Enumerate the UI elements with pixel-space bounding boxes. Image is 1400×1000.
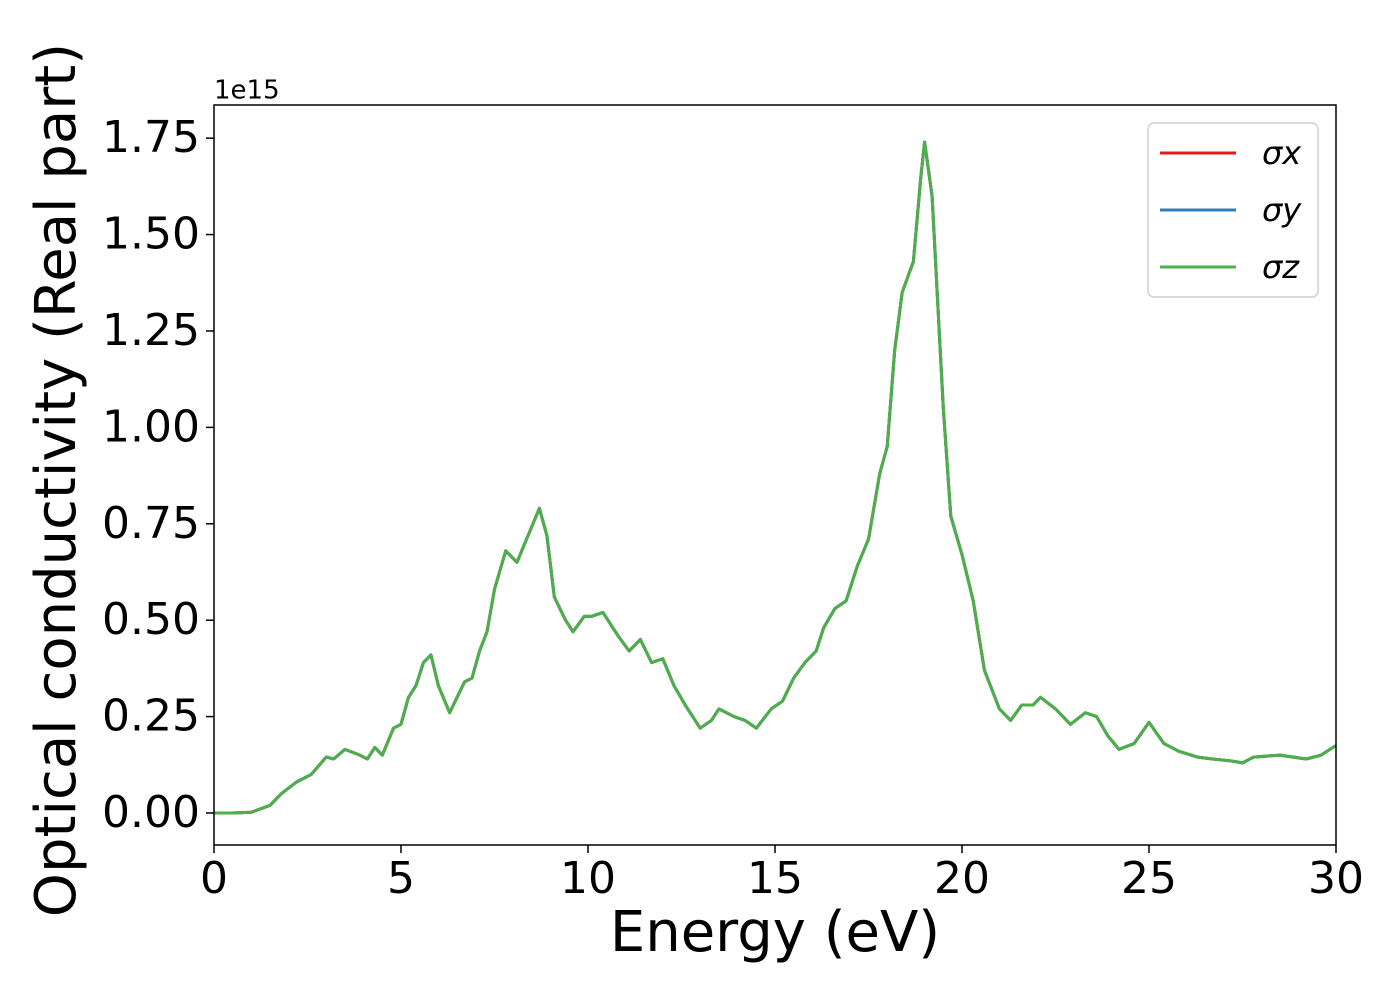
y-tick-label: 0.00 — [102, 787, 200, 838]
y-tick-label: 1.50 — [102, 209, 200, 260]
x-tick-label: 20 — [934, 853, 990, 904]
x-tick-label: 15 — [747, 853, 803, 904]
y-offset-label: 1e15 — [214, 76, 280, 106]
x-tick-label: 30 — [1308, 853, 1364, 904]
y-tick-label: 0.75 — [102, 498, 200, 549]
y-tick-label: 1.25 — [102, 305, 200, 356]
legend-label: σz — [1262, 248, 1300, 286]
legend-label: σy — [1262, 191, 1302, 229]
x-tick-label: 25 — [1121, 853, 1177, 904]
legend-label: σx — [1262, 134, 1302, 172]
y-axis-label: Optical conductivity (Real part) — [24, 43, 89, 917]
series-line — [214, 140, 1337, 815]
y-tick-label: 1.75 — [102, 112, 200, 163]
x-tick-label: 5 — [387, 853, 415, 904]
x-tick-label: 10 — [560, 853, 616, 904]
y-tick-label: 1.00 — [102, 401, 200, 452]
y-tick-label: 0.50 — [102, 594, 200, 645]
x-tick-label: 0 — [200, 853, 228, 904]
plot-frame — [213, 104, 1337, 846]
y-tick-label: 0.25 — [102, 691, 200, 742]
legend: σx σy σz — [1147, 122, 1319, 298]
x-axis-label: Energy (eV) — [610, 900, 940, 965]
